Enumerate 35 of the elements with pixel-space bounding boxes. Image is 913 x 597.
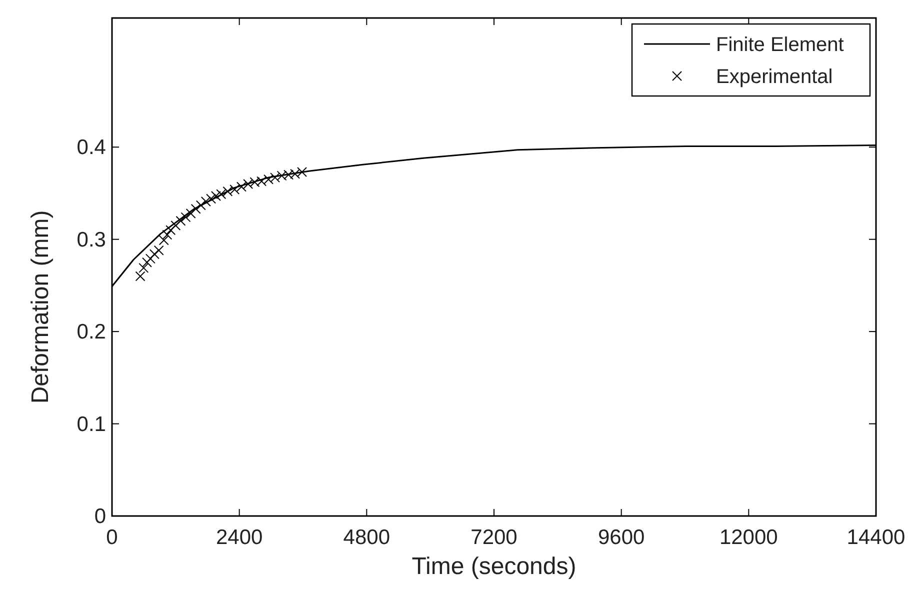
y-axis-title: Deformation (mm) [27, 210, 54, 404]
point [200, 196, 211, 207]
y-tick-label: 0.3 [76, 228, 106, 252]
x-tick-label: 7200 [470, 526, 518, 549]
point [216, 189, 226, 200]
x-tick-label: 2400 [216, 526, 263, 549]
x-tick-label: 9600 [598, 526, 645, 549]
x-axis-title: Time (seconds) [412, 553, 576, 580]
point [170, 220, 181, 230]
point [190, 204, 201, 214]
point [186, 208, 196, 219]
point [142, 257, 152, 268]
point [162, 230, 172, 240]
y-tick-label: 0 [94, 505, 106, 528]
point [135, 271, 146, 282]
point [180, 212, 191, 222]
point [210, 190, 221, 201]
point [158, 235, 169, 246]
point [138, 262, 149, 273]
legend-label: Experimental [716, 66, 833, 88]
legend-label: Finite Element [716, 34, 844, 56]
y-tick-label: 0.2 [76, 320, 106, 344]
x-tick-label: 4800 [343, 526, 390, 549]
point [236, 182, 246, 192]
point [206, 194, 216, 204]
point [176, 216, 186, 226]
point [166, 225, 176, 236]
point [154, 245, 164, 256]
point [196, 200, 206, 210]
y-tick-label: 0.4 [76, 136, 106, 160]
point [149, 249, 160, 260]
point [145, 254, 156, 264]
x-tick-label: 12000 [719, 526, 778, 549]
y-tick-label: 0.1 [76, 412, 106, 436]
x-tick-label: 14400 [846, 526, 906, 549]
